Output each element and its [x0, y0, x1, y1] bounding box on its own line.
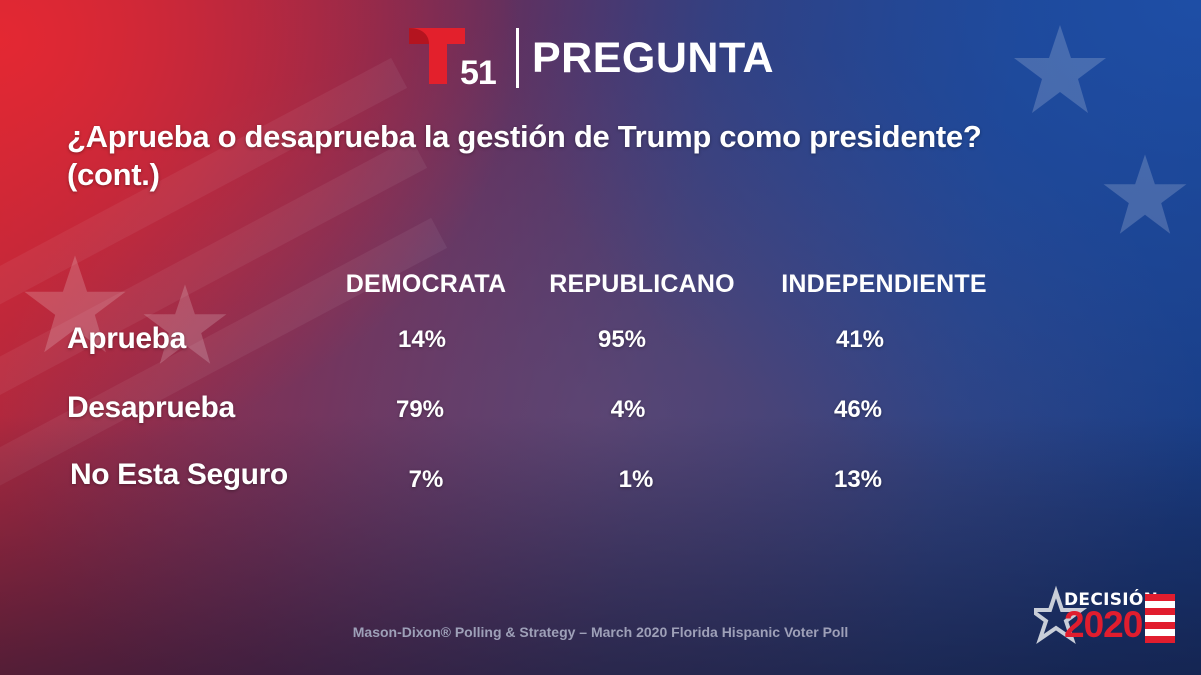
row-label-no-esta-seguro: No Esta Seguro	[70, 458, 288, 491]
cell-desaprueba-republicano: 4%	[610, 396, 646, 423]
cell-no-esta-seguro-democrata: 7%	[408, 466, 444, 493]
column-header-republicano: REPUBLICANO	[549, 270, 735, 298]
row-label-desaprueba: Desaprueba	[67, 391, 235, 424]
source-credit: Mason-Dixon® Polling & Strategy – March …	[352, 624, 849, 640]
star-decoration-icon	[1014, 25, 1106, 113]
decision-logo-year: 2020	[1064, 604, 1143, 645]
cell-no-esta-seguro-independiente: 13%	[833, 466, 883, 493]
channel-number: 51	[460, 54, 497, 92]
cell-aprueba-republicano: 95%	[597, 326, 647, 353]
brand-title: PREGUNTA	[532, 34, 775, 82]
header-divider	[516, 28, 519, 88]
telemundo-t-logo-icon	[409, 28, 465, 84]
question-title: ¿Aprueba o desaprueba la gestión de Trum…	[67, 118, 1067, 194]
cell-desaprueba-democrata: 79%	[395, 396, 445, 423]
cell-desaprueba-independiente: 46%	[833, 396, 883, 423]
flag-stripes-icon	[1145, 594, 1175, 643]
decision-logo-word: DECISIÓN	[1064, 590, 1159, 610]
column-header-democrata: DEMOCRATA	[345, 270, 507, 298]
star-decoration-icon	[24, 255, 126, 353]
row-label-aprueba: Aprueba	[67, 322, 186, 355]
cell-aprueba-democrata: 14%	[397, 326, 447, 353]
question-line-2: (cont.)	[67, 157, 160, 192]
question-line-1: ¿Aprueba o desaprueba la gestión de Trum…	[67, 119, 982, 154]
column-header-independiente: INDEPENDIENTE	[781, 270, 987, 298]
decision-star-icon	[1034, 585, 1088, 645]
cell-aprueba-independiente: 41%	[835, 326, 885, 353]
star-decoration-icon	[143, 284, 227, 364]
bottom-shade	[0, 415, 1201, 675]
star-decoration-icon	[1103, 154, 1187, 234]
cell-no-esta-seguro-republicano: 1%	[618, 466, 654, 493]
